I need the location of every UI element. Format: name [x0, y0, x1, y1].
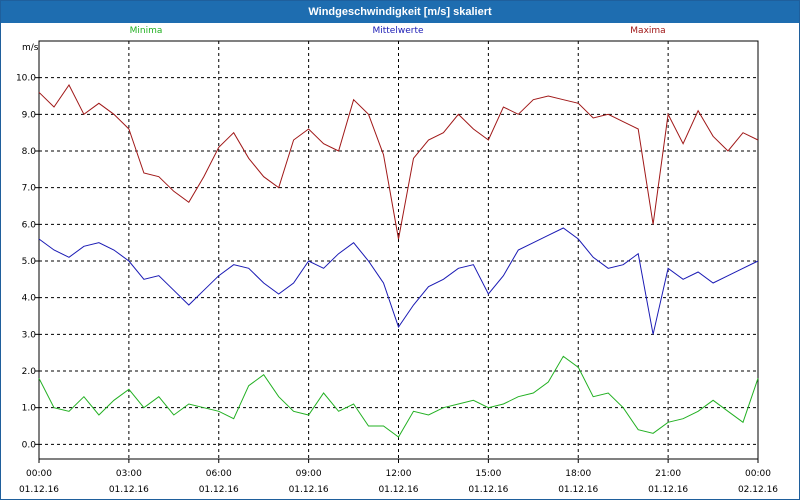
y-axis-unit-label: m/s [22, 43, 39, 53]
series-line-minima [38, 355, 759, 438]
x-tick-date: 01.12.16 [468, 485, 508, 495]
x-tick-time: 00:00 [26, 469, 52, 479]
y-tick-label: 5.0 [22, 257, 37, 267]
y-tick-label: 2.0 [22, 367, 37, 377]
x-tick-time: 06:00 [206, 469, 232, 479]
legend-label-maxima: Maxima [630, 26, 665, 36]
y-tick-label: 7.0 [22, 184, 37, 194]
x-tick-time: 00:00 [745, 469, 771, 479]
y-tick-label: 0.0 [22, 440, 37, 450]
y-tick-label: 6.0 [22, 220, 37, 230]
x-tick-date: 02.12.16 [738, 485, 778, 495]
series-lines [38, 84, 759, 438]
window-title: Windgeschwindigkeit [m/s] skaliert [1, 1, 799, 23]
series-line-maxima [38, 84, 759, 240]
x-tick-date: 01.12.16 [109, 485, 149, 495]
grid-lines [39, 41, 758, 459]
legend-label-minima: Minima [130, 26, 163, 36]
x-tick-time: 12:00 [386, 469, 412, 479]
legend-label-mittelwerte: Mittelwerte [372, 26, 423, 36]
x-tick-date: 01.12.16 [289, 485, 329, 495]
y-tick-label: 3.0 [22, 330, 37, 340]
x-tick-time: 09:00 [296, 469, 322, 479]
y-tick-label: 8.0 [22, 147, 37, 157]
y-tick-label: 4.0 [22, 294, 37, 304]
x-tick-date: 01.12.16 [558, 485, 598, 495]
x-tick-time: 21:00 [655, 469, 681, 479]
x-tick-time: 03:00 [116, 469, 142, 479]
series-line-mittelwerte [38, 227, 759, 335]
x-tick-date: 01.12.16 [19, 485, 59, 495]
x-tick-time: 15:00 [475, 469, 501, 479]
x-tick-date: 01.12.16 [378, 485, 418, 495]
legend: Minima Mittelwerte Maxima [130, 26, 666, 36]
y-tick-label: 9.0 [22, 110, 37, 120]
y-tick-label: 10.0 [16, 74, 36, 84]
x-axis-ticks: 00:00 01.12.16 03:00 01.12.16 06:00 01.12.16 0… [19, 459, 778, 495]
x-tick-time: 18:00 [565, 469, 591, 479]
x-tick-date: 01.12.16 [648, 485, 688, 495]
y-tick-label: 1.0 [22, 404, 37, 414]
x-tick-date: 01.12.16 [199, 485, 239, 495]
y-axis-ticks: 0.0 1.0 2.0 3.0 4.0 5.0 6.0 7.0 8.0 9.0 10.0 [16, 74, 39, 450]
